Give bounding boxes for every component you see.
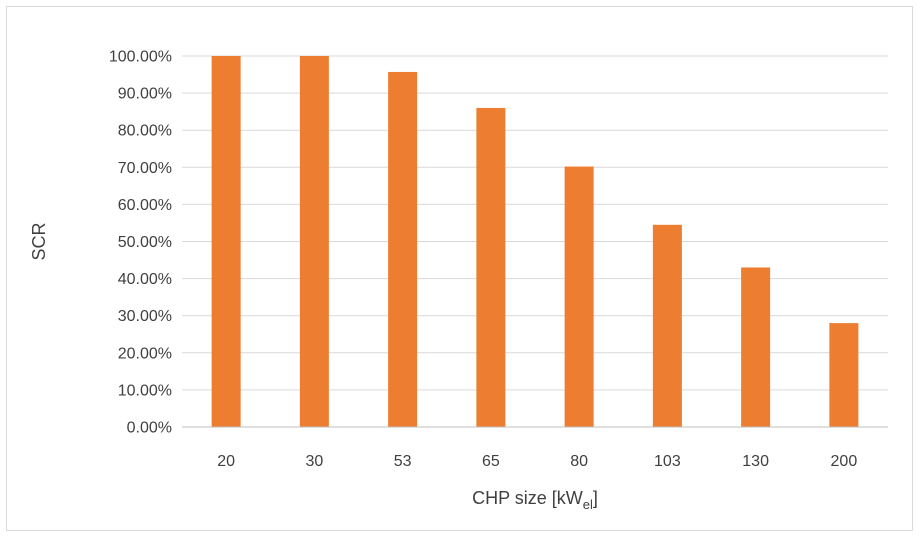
- y-tick-label: 10.00%: [118, 382, 172, 399]
- x-tick-label: 130: [742, 453, 769, 470]
- x-tick-label: 200: [831, 453, 858, 470]
- bar-80: [564, 166, 594, 428]
- bar-53: [388, 71, 418, 427]
- bar-30: [299, 56, 329, 427]
- y-tick-label: 20.00%: [118, 345, 172, 362]
- y-tick-label: 90.00%: [118, 86, 172, 103]
- x-tick-label: 65: [482, 453, 500, 470]
- y-tick-label: 80.00%: [118, 123, 172, 140]
- bar-65: [476, 107, 506, 427]
- y-axis-title: SCR: [29, 222, 49, 260]
- x-tick-labels: 20 30 53 65 80 103 130 200: [217, 453, 857, 470]
- y-tick-label: 70.00%: [118, 160, 172, 177]
- x-axis-title-main: CHP size [kW: [472, 488, 583, 508]
- x-tick-label: 80: [570, 453, 588, 470]
- y-tick-label: 50.00%: [118, 234, 172, 251]
- y-tick-labels: 0.00% 10.00% 20.00% 30.00% 40.00% 50.00% 60.00…: [109, 49, 172, 437]
- x-tick-label: 30: [305, 453, 323, 470]
- y-tick-label: 40.00%: [118, 271, 172, 288]
- x-tick-label: 103: [654, 453, 681, 470]
- x-tick-label: 20: [217, 453, 235, 470]
- y-tick-label: 30.00%: [118, 308, 172, 325]
- x-tick-label: 53: [394, 453, 412, 470]
- bar-200: [829, 323, 859, 427]
- x-axis-title-end: ]: [593, 488, 598, 508]
- bars: [211, 56, 859, 428]
- bar-130: [741, 267, 771, 427]
- y-tick-label: 0.00%: [127, 420, 172, 437]
- y-tick-label: 100.00%: [109, 49, 172, 66]
- x-axis-title: CHP size [kWel]: [472, 488, 598, 512]
- bar-20: [211, 56, 241, 427]
- y-tick-label: 60.00%: [118, 197, 172, 214]
- bar-103: [652, 224, 682, 427]
- x-axis-title-subscript: el: [583, 497, 593, 512]
- gridlines: [182, 55, 888, 428]
